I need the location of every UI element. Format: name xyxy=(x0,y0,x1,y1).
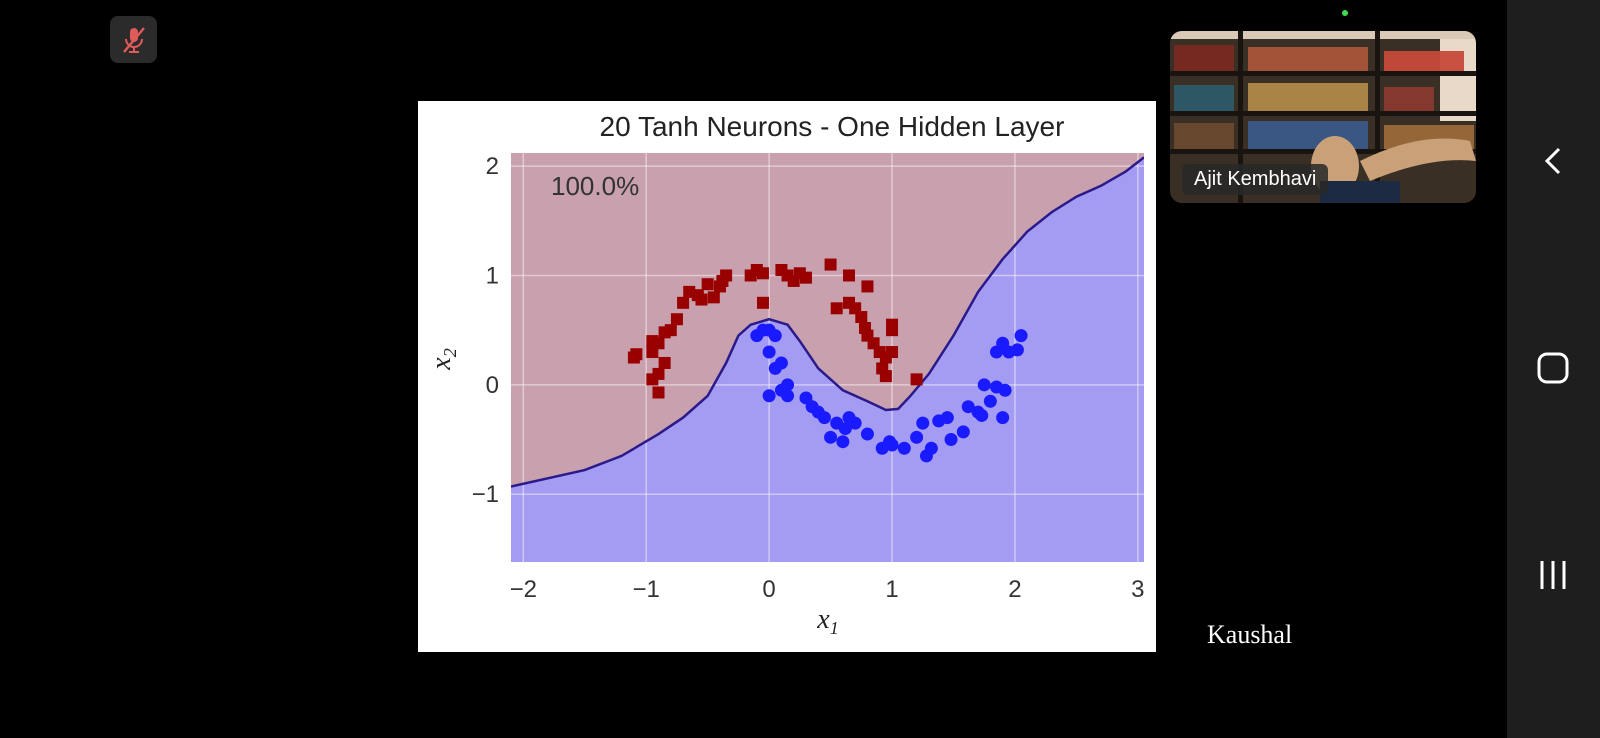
y-tick-label: 2 xyxy=(486,153,499,180)
class0-point xyxy=(646,373,659,386)
accuracy-annotation: 100.0% xyxy=(551,171,639,201)
class1-point xyxy=(910,430,924,444)
class0-point xyxy=(707,291,720,304)
class0-point xyxy=(799,271,812,284)
class1-point xyxy=(762,389,776,403)
class0-point xyxy=(824,258,837,271)
class0-point xyxy=(664,324,677,337)
y-tick-label: 0 xyxy=(486,372,499,399)
x-tick-label: 2 xyxy=(1008,576,1021,603)
y-tick-label: 1 xyxy=(486,262,499,289)
recent-apps-icon xyxy=(1540,561,1566,589)
decision-boundary-chart: −2 −1 0 1 2 3 −1 0 1 2 20 Tanh Neurons - One Hidd… xyxy=(426,111,1145,638)
microphone-muted-icon xyxy=(122,26,145,53)
participant-name-tag: Ajit Kembhavi xyxy=(1182,164,1329,195)
class0-point xyxy=(670,313,683,326)
class1-point xyxy=(781,378,795,392)
decision-boundary-line xyxy=(511,156,1144,488)
shared-screen-slide: −2 −1 0 1 2 3 −1 0 1 2 20 Tanh Neurons - One Hidd… xyxy=(418,101,1156,652)
class1-point xyxy=(977,378,991,392)
class0-point xyxy=(830,302,843,315)
back-chevron-icon xyxy=(1544,147,1561,175)
class0-point xyxy=(910,373,923,386)
class0-point xyxy=(861,280,874,293)
class1-point xyxy=(768,329,782,343)
class1-point xyxy=(848,416,862,430)
class1-point xyxy=(998,383,1012,397)
x-tick-label: −1 xyxy=(633,576,660,603)
class1-point xyxy=(944,433,958,447)
class0-point xyxy=(720,269,733,282)
participant-video-tile[interactable]: Ajit Kembhavi xyxy=(1170,31,1476,203)
class0-point xyxy=(695,293,708,306)
class0-point xyxy=(701,278,714,291)
class1-point xyxy=(1010,343,1024,357)
home-square-icon xyxy=(1537,352,1569,384)
class0-point xyxy=(652,386,665,399)
class1-point xyxy=(983,394,997,408)
camera-in-use-indicator xyxy=(1342,10,1348,16)
mute-button[interactable] xyxy=(110,16,157,63)
class0-point xyxy=(843,269,856,282)
participant-name-label: Kaushal xyxy=(1207,620,1293,649)
x-axis-label: x1 xyxy=(816,604,838,638)
y-tick-label: −1 xyxy=(472,481,499,508)
class1-point xyxy=(940,411,954,425)
back-button[interactable] xyxy=(1523,131,1583,191)
x-tick-label: −2 xyxy=(510,576,537,603)
class1-point xyxy=(774,356,788,370)
class1-point xyxy=(860,427,874,441)
home-button[interactable] xyxy=(1523,338,1583,398)
class1-point xyxy=(916,416,930,430)
class1-point xyxy=(975,408,989,422)
class1-point xyxy=(1014,329,1028,343)
system-navigation-bar xyxy=(1507,0,1600,738)
class1-point xyxy=(956,425,970,439)
class1-point xyxy=(885,438,899,452)
y-axis-label: x2 xyxy=(426,348,460,370)
class0-point xyxy=(658,356,671,369)
class1-point xyxy=(781,389,795,403)
class1-point xyxy=(924,441,938,455)
class1-point xyxy=(897,441,911,455)
class0-point xyxy=(652,337,665,350)
x-tick-label: 3 xyxy=(1131,576,1144,603)
class1-point xyxy=(762,345,776,359)
class0-point xyxy=(886,324,899,337)
class1-region xyxy=(511,157,1144,562)
class1-point xyxy=(996,411,1010,425)
chart-title: 20 Tanh Neurons - One Hidden Layer xyxy=(600,111,1065,142)
class1-point xyxy=(838,422,852,436)
x-tick-label: 1 xyxy=(885,576,898,603)
class0-point xyxy=(756,296,769,309)
class0-point xyxy=(627,351,640,364)
class1-point xyxy=(836,435,850,449)
class1-point xyxy=(961,400,975,414)
class0-point xyxy=(886,346,899,359)
class0-point xyxy=(855,311,868,324)
class1-point xyxy=(824,430,838,444)
recent-apps-button[interactable] xyxy=(1523,545,1583,605)
class0-point xyxy=(879,370,892,383)
class1-point xyxy=(817,411,831,425)
x-tick-label: 0 xyxy=(762,576,775,603)
class0-point xyxy=(677,296,690,309)
class0-point xyxy=(756,267,769,280)
